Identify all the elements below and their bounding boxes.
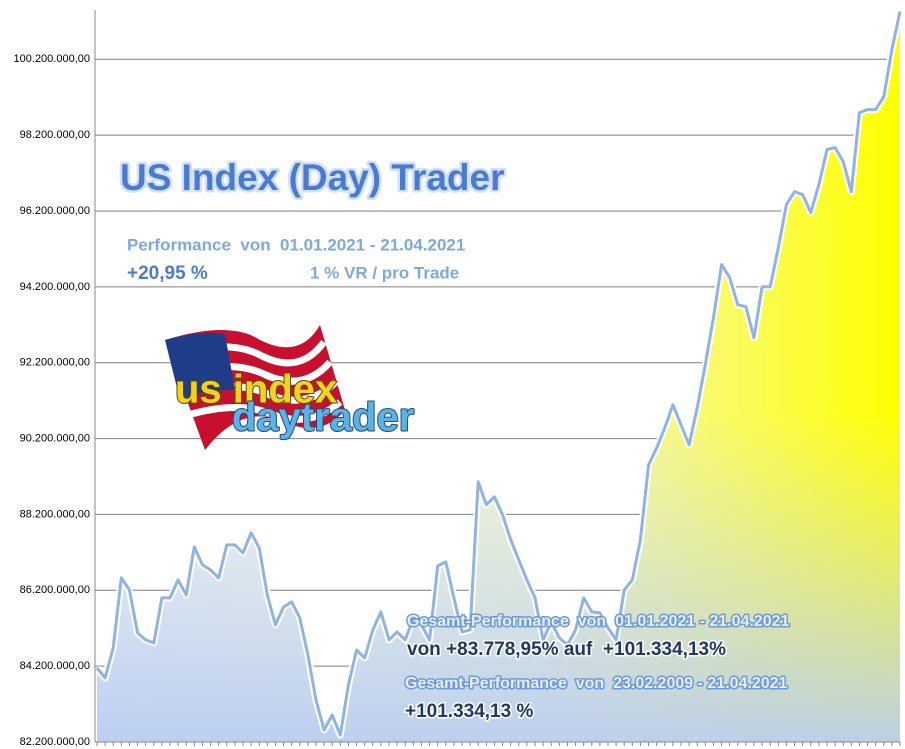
flag-stripes (169, 339, 343, 423)
note: Gesamt-Performance von 23.02.2009 - 21.0… (405, 675, 788, 692)
note: von +83.778,95% auf +101.334,13% (407, 639, 726, 660)
line (95, 11, 902, 737)
note: Gesamt-Performance von 01.01.2021 - 21.0… (407, 613, 790, 630)
subtitle: Performance von 01.01.2021 - 21.04.2021 (127, 235, 465, 254)
y-tick-label: 88.200.000,00 (20, 508, 90, 520)
y-tick-label: 82.200.000,00 (20, 736, 90, 748)
y-tick-label: 92.200.000,00 (20, 357, 90, 369)
y-tick-label: 90.200.000,00 (20, 432, 90, 444)
area-shade (97, 11, 900, 742)
y-tick-label: 100.200.000,00 (14, 53, 90, 65)
y-tick-label: 96.200.000,00 (20, 205, 90, 217)
y-tick-label: 98.200.000,00 (20, 129, 90, 141)
note: +101.334,13 % (405, 701, 533, 722)
logo-text: daytrader (232, 396, 414, 440)
plot (94, 10, 904, 746)
logo-text: us index (175, 368, 337, 412)
y-tick-label: 84.200.000,00 (20, 660, 90, 672)
performance: +20,95 % (127, 263, 208, 284)
y-tick-label: 86.200.000,00 (20, 584, 90, 596)
risk: 1 % VR / pro Trade (310, 263, 459, 282)
y-tick-label: 94.200.000,00 (20, 281, 90, 293)
logo: us index daytrader (165, 325, 415, 450)
flag-canton (165, 332, 235, 400)
chart-title: US Index (Day) Trader (120, 157, 505, 198)
